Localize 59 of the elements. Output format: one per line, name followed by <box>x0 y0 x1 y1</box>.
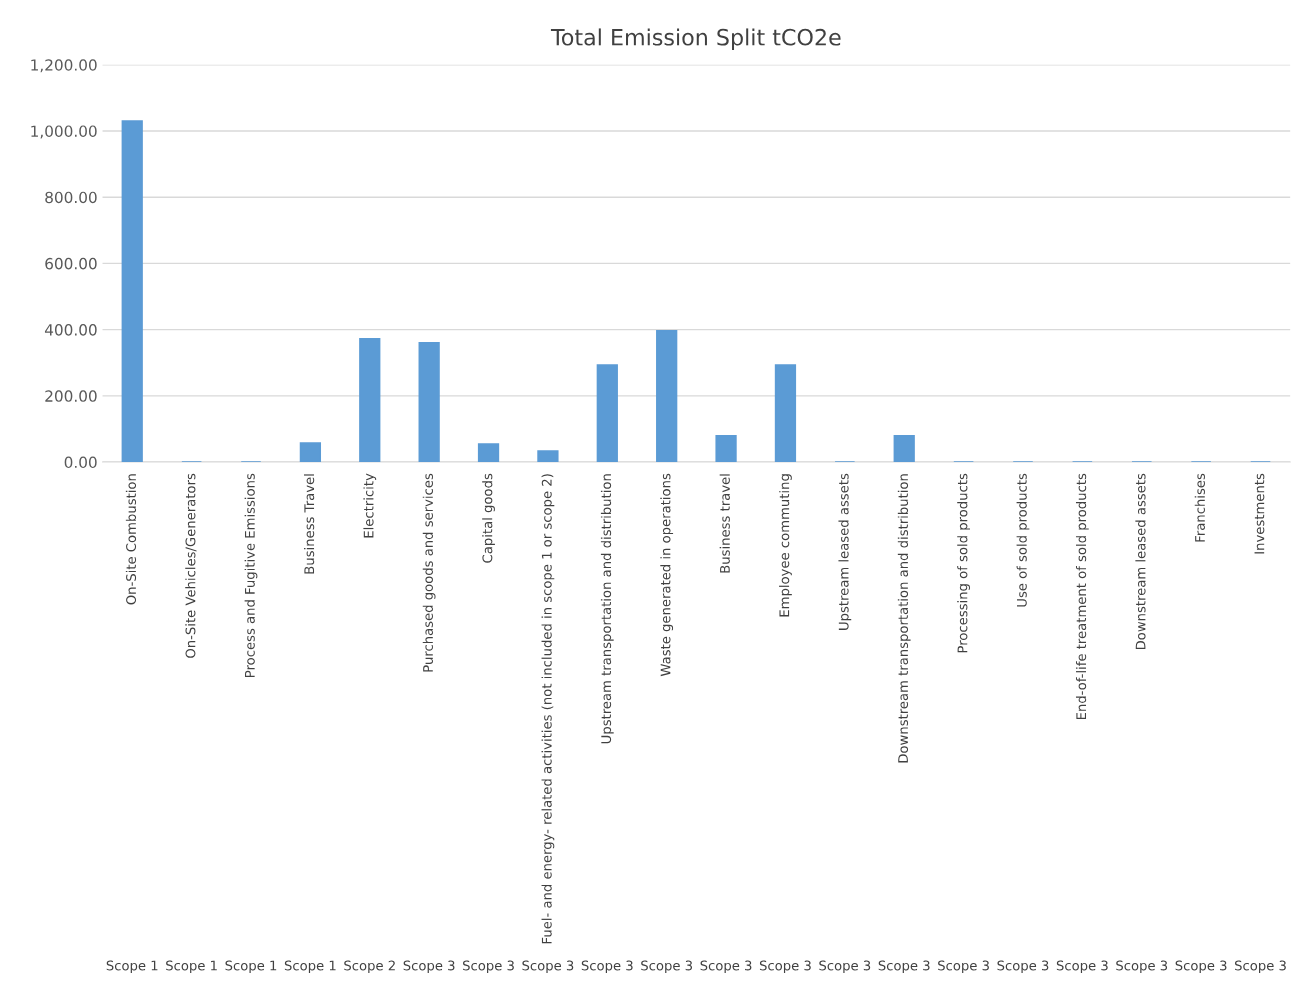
text: Scope 3 <box>997 960 1049 974</box>
bar <box>477 443 500 463</box>
x-tick-label: Upstream transportation and distribution <box>600 474 614 744</box>
bar <box>359 338 381 463</box>
y-tick-label: 200.00 <box>45 390 97 402</box>
text: Scope 3 <box>938 960 989 974</box>
text: Scope 3 <box>1175 960 1227 974</box>
text: Scope 3 <box>581 960 633 974</box>
x-tick-label: Business Travel <box>304 474 315 574</box>
x-tick-label: Downstream leased assets <box>1135 473 1146 650</box>
bar <box>715 435 737 463</box>
x-tick-label: Employee commuting <box>779 474 792 617</box>
y-tick-label: 1,200.00 <box>31 59 97 73</box>
y-tick-label: 600.00 <box>45 257 97 270</box>
x-tick-label: Fuel- and energy- related activities (not included in scope 1 or scope 2) <box>541 474 555 944</box>
bar <box>774 364 797 463</box>
y-tick-label: 400.00 <box>44 324 97 336</box>
x-tick-label: Electricity <box>363 473 377 538</box>
text: Scope 3 <box>522 960 574 974</box>
y-tick-label: 800.00 <box>45 191 97 204</box>
bar <box>893 435 915 463</box>
text: Scope 3 <box>641 960 693 974</box>
text: Scope 3 <box>403 960 455 974</box>
text: Scope 3 <box>878 960 930 974</box>
text: Scope 3 <box>463 960 514 974</box>
x-tick-label: Process and Fugitive Emissions <box>244 473 258 677</box>
bar <box>299 442 322 463</box>
y-tick-label: 1,000.00 <box>31 125 97 139</box>
bar <box>596 364 618 463</box>
text: Scope 2 <box>344 960 395 974</box>
x-tick-label: Waste generated in operations <box>660 473 674 677</box>
x-tick-label: Capital goods <box>482 473 495 563</box>
x-tick-label: End-of-life treatment of sold products <box>1075 473 1089 720</box>
x-tick-label: Investments <box>1254 473 1265 554</box>
text: Scope 3 <box>759 960 811 974</box>
text: Scope 3 <box>1116 960 1168 974</box>
bar <box>121 120 143 463</box>
chart-title: Total Emission Split tCO2e <box>550 28 841 50</box>
x-tick-label: Business travel <box>719 474 730 573</box>
x-tick-label: On-Site Combustion <box>125 474 137 605</box>
y-tick-label: 0.00 <box>64 456 97 469</box>
x-tick-label: Upstream leased assets <box>838 473 852 630</box>
bar <box>418 342 440 463</box>
text: Scope 3 <box>1235 960 1286 974</box>
text: Scope 1 <box>225 960 277 974</box>
text: Scope 3 <box>819 960 871 974</box>
text: Scope 3 <box>1056 960 1108 974</box>
x-tick-label: Processing of sold products <box>957 473 970 653</box>
text: Scope 3 <box>700 960 752 974</box>
text: Scope 1 <box>106 960 158 974</box>
bar <box>537 450 559 463</box>
text: Scope 1 <box>284 960 336 974</box>
x-tick-label: Downstream transportation and distribution <box>897 474 911 763</box>
text: Scope 1 <box>166 960 217 974</box>
x-tick-label: On-Site Vehicles/Generators <box>185 473 197 658</box>
x-tick-label: Franchises <box>1194 473 1205 542</box>
x-tick-label: Purchased goods and services <box>422 473 436 672</box>
bar <box>656 330 678 463</box>
x-tick-label: Use of sold products <box>1016 473 1030 607</box>
